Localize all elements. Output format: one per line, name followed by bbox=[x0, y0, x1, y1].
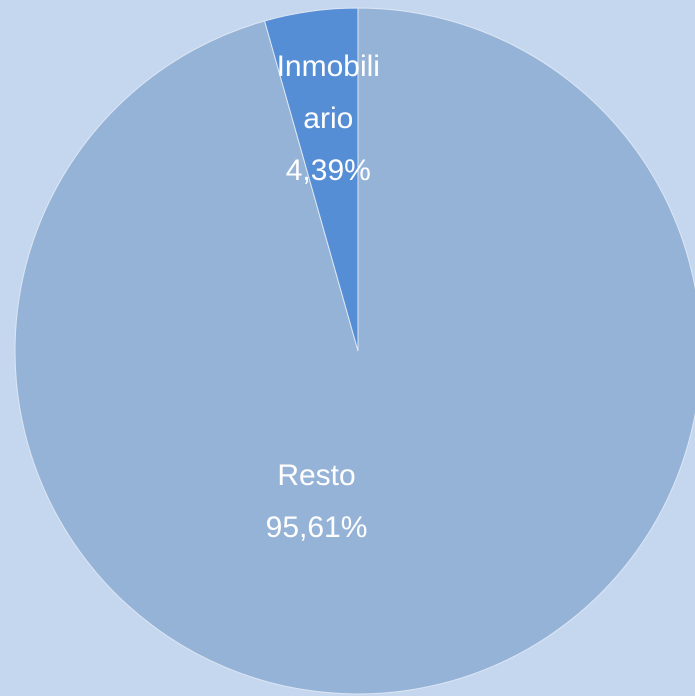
slice-label: Inmobiliario 4,39% bbox=[272, 41, 384, 197]
category-label: Resto bbox=[277, 458, 356, 492]
value-label: 95,61% bbox=[265, 510, 368, 544]
value-label: 4,39% bbox=[285, 153, 371, 187]
pie-slice bbox=[14, 7, 695, 695]
slice-label: Resto 95,61% bbox=[261, 450, 373, 554]
category-label: Inmobiliario bbox=[276, 49, 380, 135]
pie-slice bbox=[263, 7, 359, 352]
